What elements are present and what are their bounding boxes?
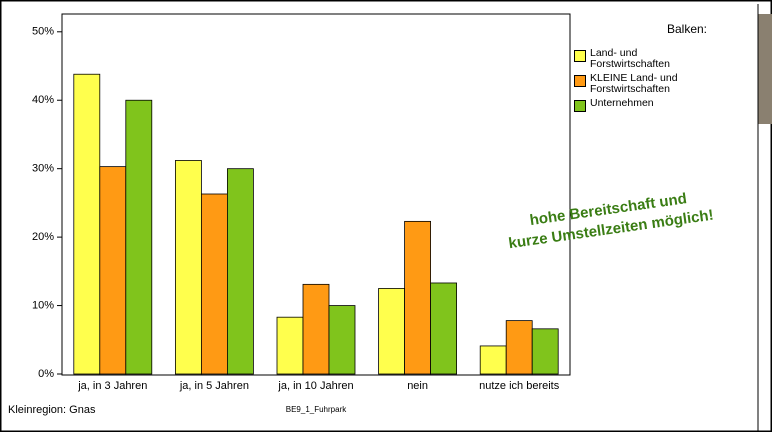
legend-label: KLEINE Land- und Forstwirtschaften	[590, 72, 678, 95]
y-tick-label: 0%	[38, 368, 54, 380]
x-tick-label: ja, in 5 Jahren	[179, 380, 249, 392]
bar	[505, 320, 533, 375]
x-tick-label: nutze ich bereits	[479, 380, 560, 392]
bar	[378, 288, 406, 375]
y-tick-label: 30%	[32, 163, 54, 175]
y-tick-label: 10%	[32, 299, 54, 311]
x-axis-label: BE9_1_Fuhrpark	[286, 405, 347, 414]
y-tick-label: 40%	[32, 94, 54, 106]
y-tick-label: 20%	[32, 231, 54, 243]
legend-swatch	[574, 50, 586, 62]
bar	[99, 166, 127, 375]
legend-title: Balken:	[667, 22, 707, 36]
bar	[73, 73, 101, 375]
legend-swatch	[574, 100, 586, 112]
bar	[276, 316, 304, 375]
x-tick-label: nein	[407, 380, 428, 392]
photo-fragment	[758, 14, 772, 124]
bar	[174, 160, 202, 375]
bar	[226, 168, 254, 375]
legend-label: Land- und Forstwirtschaften	[590, 47, 670, 70]
bar	[125, 99, 153, 375]
y-tick-label: 50%	[32, 26, 54, 38]
bar	[302, 283, 330, 375]
footnote: Kleinregion: Gnas	[8, 404, 96, 416]
bar	[328, 305, 356, 375]
bar	[479, 345, 507, 375]
x-tick-label: ja, in 3 Jahren	[77, 380, 147, 392]
legend-entry: Land- und Forstwirtschaften	[574, 48, 754, 70]
bar	[200, 193, 228, 375]
legend-entry: KLEINE Land- und Forstwirtschaften	[574, 73, 754, 95]
x-tick-label: ja, in 10 Jahren	[277, 380, 353, 392]
bar	[404, 220, 432, 375]
legend-entry: Unternehmen	[574, 98, 754, 112]
bar	[430, 282, 458, 375]
bar	[531, 328, 559, 375]
legend-swatch	[574, 75, 586, 87]
legend-label: Unternehmen	[590, 97, 654, 109]
